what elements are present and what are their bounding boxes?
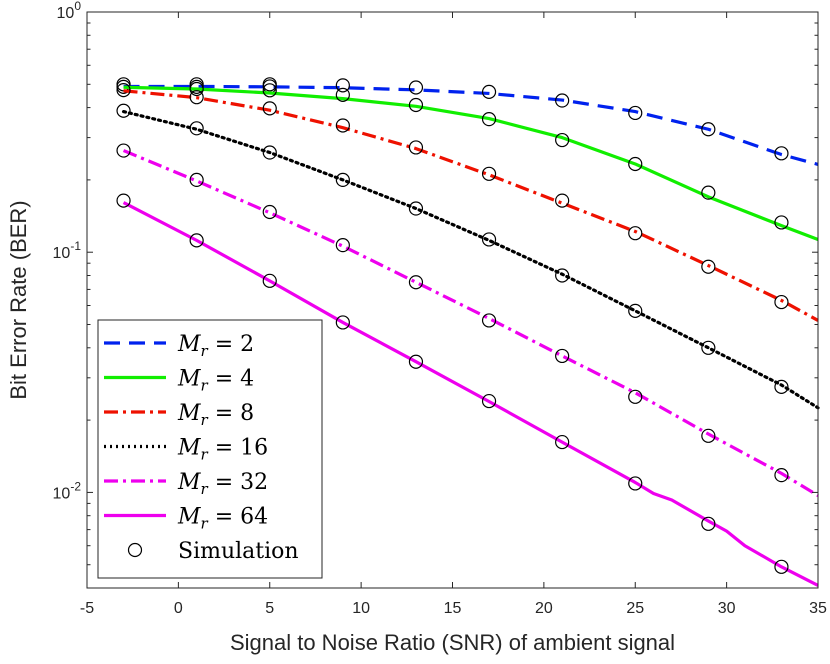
simulation-marker [555,434,570,450]
x-tick-label: 0 [174,600,183,617]
simulation-marker [555,193,570,208]
series-group [123,81,819,241]
legend-label: Mr = 2 [177,332,254,360]
legend-box [97,319,323,579]
series-group [116,143,819,497]
simulation-marker [481,232,497,247]
simulation-marker [189,81,204,97]
simulation-marker [555,93,570,108]
simulation-marker [189,233,204,248]
simulation-marker [335,315,350,330]
simulation-marker [628,105,643,121]
simulation-marker [628,389,643,404]
x-tick-label: 15 [444,600,462,617]
simulation-marker [335,78,350,93]
simulation-marker [116,193,131,208]
simulation-marker [628,156,643,172]
simulation-marker [408,97,424,113]
simulation-marker [774,215,789,230]
simulation-marker [335,238,350,253]
simulation-marker [481,84,497,99]
series-group [116,77,819,166]
simulation-marker [335,172,350,187]
simulation-marker [774,468,789,483]
x-axis-title: Signal to Noise Ratio (SNR) of ambient s… [230,630,675,655]
simulation-marker [335,87,350,102]
simulation-marker [408,80,424,95]
series-layer [116,77,820,587]
simulation-marker [555,132,570,148]
x-tick-label: 35 [809,600,827,617]
legend-label: Mr = 4 [177,367,254,395]
y-tick-label: 10-2 [53,479,82,502]
simulation-marker [262,101,277,116]
series-line [123,85,819,241]
legend-label: Mr = 8 [177,401,254,429]
simulation-marker [701,122,716,137]
simulation-marker [189,121,204,136]
simulation-marker [701,516,716,531]
legend: Mr = 2 Mr = 4 Mr = 8 Mr = 16 Mr = 32 Mr = 64 S… [97,319,323,579]
simulation-marker [408,140,424,155]
simulation-marker [701,340,716,355]
simulation-marker [116,143,131,158]
simulation-marker [189,172,204,187]
simulation-marker [701,428,716,443]
series-group [116,83,819,322]
series-group [116,193,819,587]
simulation-marker [189,90,204,105]
simulation-marker [262,204,277,220]
series-line [123,84,819,166]
simulation-marker [481,313,497,328]
simulation-marker [408,275,424,290]
simulation-marker [335,118,350,133]
simulation-marker [774,294,789,310]
simulation-marker [262,145,277,160]
simulation-marker [262,83,277,98]
simulation-marker [774,146,789,161]
simulation-marker [628,303,643,318]
simulation-marker [774,379,789,394]
x-tick-label: -5 [80,600,94,617]
simulation-marker [116,103,131,118]
y-axis-title: Bit Error Rate (BER) [6,200,31,399]
legend-simulation-label: Simulation [178,539,299,564]
simulation-marker [628,476,643,491]
y-tick-label: 100 [57,0,82,22]
simulation-marker [774,559,789,574]
series-line [123,89,819,322]
simulation-marker [262,273,277,288]
x-tick-label: 20 [535,600,553,617]
legend-label: Mr = 32 [177,470,268,498]
simulation-marker [481,112,497,127]
legend-label: Mr = 16 [177,436,268,464]
simulation-marker [628,226,643,241]
simulation-marker [481,393,497,409]
y-tick-label: 10-1 [53,239,82,262]
simulation-marker [555,348,570,364]
series-group [116,103,820,410]
simulation-marker [555,268,570,283]
simulation-marker [408,354,424,369]
simulation-marker [408,201,424,216]
simulation-marker [481,166,497,181]
x-tick-label: 30 [718,600,736,617]
series-line [122,201,819,587]
legend-simulation-marker [127,542,143,558]
series-line [121,109,820,410]
ticks-layer: -5 0 5 10 15 20 25 30 35 100 10-1 10-2 [53,0,827,617]
legend-label: Mr = 64 [177,505,268,533]
simulation-marker [116,83,131,98]
x-tick-label: 10 [352,600,370,617]
x-tick-label: 5 [265,600,274,617]
series-line [122,149,819,497]
simulation-marker [701,185,716,200]
x-tick-label: 25 [626,600,644,617]
simulation-marker [701,259,716,274]
